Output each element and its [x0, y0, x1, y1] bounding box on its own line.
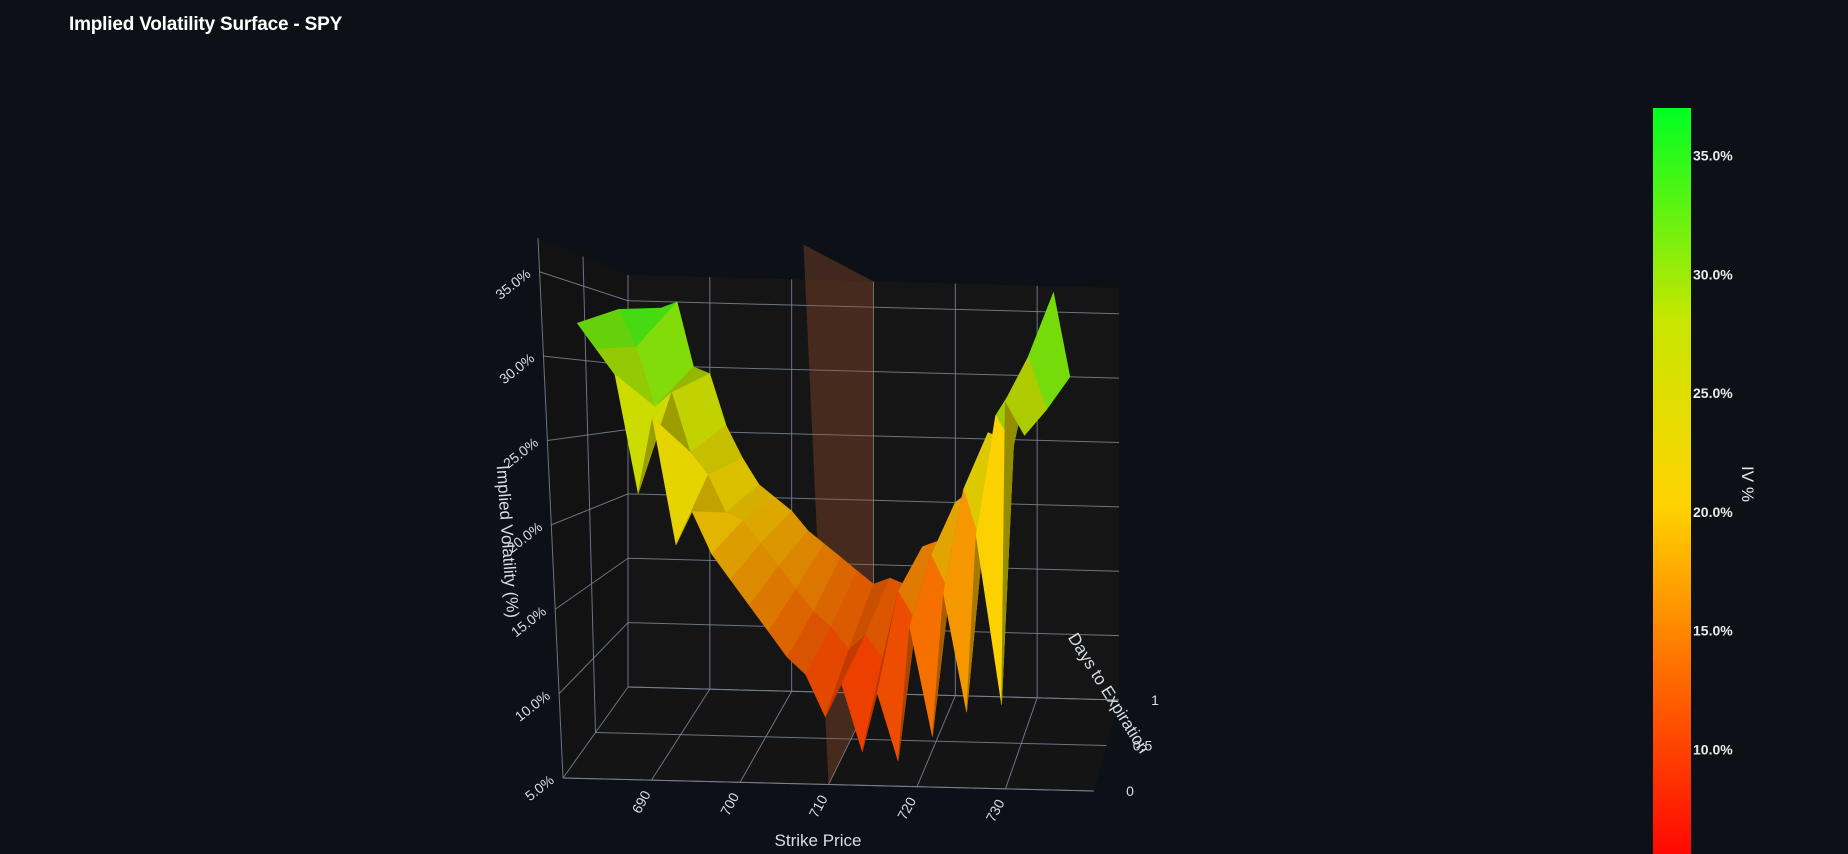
- grid-line-iv-side: [551, 493, 629, 526]
- grid-line-iv-side: [562, 686, 629, 779]
- grid-line-iv-side: [539, 271, 629, 302]
- z-tick-label: 30.0%: [496, 350, 537, 387]
- colorbar: 35.0%30.0%25.0%20.0%15.0%10.0%5.0% IV %: [1653, 108, 1757, 854]
- colorbar-tick-label: 20.0%: [1693, 504, 1733, 520]
- x-axis-title: Strike Price: [775, 831, 862, 850]
- side-pane: [538, 238, 628, 778]
- x-tick-label: 730: [983, 796, 1008, 824]
- z-tick-label: 10.0%: [512, 687, 553, 724]
- grid-line-dte-side: [582, 256, 596, 733]
- z-tick-label: 35.0%: [492, 266, 533, 303]
- y-tick-label: 0.5: [1133, 738, 1153, 754]
- z-tick-label: 5.0%: [522, 772, 557, 804]
- colorbar-title: IV %: [1738, 466, 1757, 502]
- colorbar-tick-label: 15.0%: [1693, 623, 1733, 639]
- y-tick-label: 1: [1151, 692, 1159, 708]
- x-tick-label: 710: [806, 792, 831, 820]
- x-tick-label: 720: [894, 794, 919, 822]
- surface-mesh[interactable]: [576, 244, 1071, 785]
- colorbar-tick-label: 25.0%: [1693, 385, 1733, 401]
- 3d-scene[interactable]: 690 700 710 720 73000.515.0%10.0%15.0%20.0%2…: [492, 237, 1159, 850]
- colorbar-gradient: [1653, 108, 1691, 854]
- grid-line-iv-side: [547, 429, 629, 441]
- colorbar-tick-label: 10.0%: [1693, 741, 1733, 757]
- grid-line-dte: [595, 732, 1107, 746]
- grid-line-iv-side: [554, 557, 629, 610]
- grid-line-iv-side: [558, 622, 629, 694]
- page-title: Implied Volatility Surface - SPY: [69, 14, 343, 35]
- x-tick-label: 700: [717, 790, 742, 818]
- y-tick-label: 0: [1126, 783, 1134, 799]
- colorbar-tick-label: 30.0%: [1693, 266, 1733, 282]
- x-tick-label: 690: [629, 788, 654, 816]
- grid-line-dte-side: [537, 237, 564, 779]
- grid-line-iv-back: [627, 300, 1120, 315]
- colorbar-tick-label: 35.0%: [1693, 148, 1733, 164]
- grid-line-iv-back: [627, 557, 1120, 572]
- z-axis-title: Implied Volatility (%): [493, 465, 523, 619]
- surface-patch: [1004, 356, 1047, 436]
- axis-line-strike: [562, 777, 1095, 792]
